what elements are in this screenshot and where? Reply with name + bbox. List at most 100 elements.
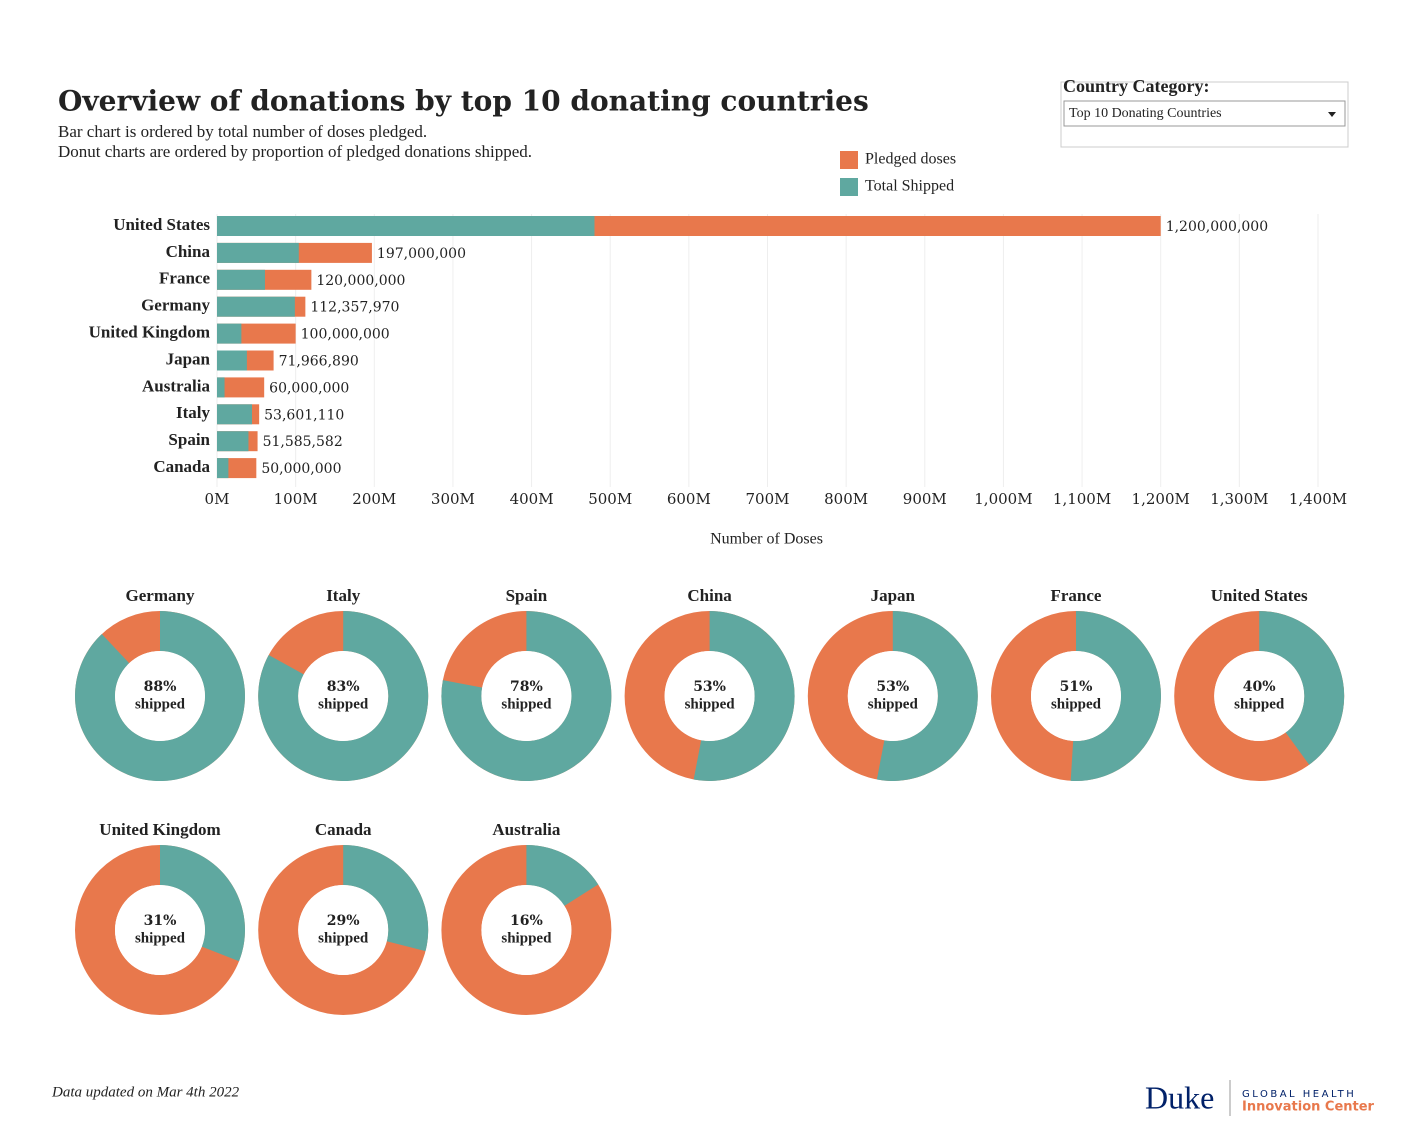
bar	[217, 323, 242, 344]
x-tick-label: 1,200M	[1132, 490, 1190, 508]
donut-title: Canada	[315, 820, 372, 839]
x-tick-label: 1,100M	[1053, 490, 1111, 508]
donut-title: Spain	[506, 586, 548, 605]
donut-arc	[160, 844, 246, 962]
y-tick-label: France	[159, 269, 210, 288]
legend-swatch	[840, 151, 858, 169]
x-tick-label: 600M	[667, 490, 711, 508]
donut-title: United Kingdom	[99, 820, 220, 839]
donut-caption: shipped	[1234, 696, 1285, 712]
logo: Duke	[1145, 1079, 1214, 1115]
x-tick-label: 700M	[746, 490, 790, 508]
donut-hole	[481, 651, 572, 741]
donut-caption: shipped	[135, 930, 186, 946]
subtitle: Bar chart is ordered by total number of …	[58, 122, 427, 141]
donut-hole	[1214, 651, 1305, 741]
dropdown-value[interactable]: Top 10 Donating Countries	[1069, 106, 1222, 121]
donut-arc	[343, 845, 429, 952]
donut-caption: shipped	[318, 930, 369, 946]
donut-caption: shipped	[318, 696, 369, 712]
x-tick-label: 1,400M	[1289, 490, 1347, 508]
x-tick-label: 300M	[431, 490, 475, 508]
x-tick-label: 0M	[205, 490, 230, 508]
logo-sub: Innovation Center	[1242, 1100, 1375, 1115]
data-label: 1,200,000,000	[1166, 219, 1268, 235]
donut-arc	[693, 611, 795, 782]
x-tick-label: 400M	[510, 490, 554, 508]
y-tick-label: Japan	[166, 349, 211, 368]
x-axis-title: Number of Doses	[710, 531, 823, 548]
bar	[217, 377, 265, 398]
subtitle: Donut charts are ordered by proportion o…	[58, 142, 532, 161]
bar	[217, 377, 225, 398]
data-label: 120,000,000	[316, 273, 405, 289]
y-tick-label: Spain	[168, 430, 210, 449]
footer-note: Data updated on Mar 4th 2022	[51, 1084, 240, 1100]
title: Overview of donations by top 10 donating…	[58, 85, 869, 118]
y-tick-label: United States	[113, 215, 210, 234]
donut-title: Germany	[126, 586, 195, 605]
donut-value: 51%	[1060, 679, 1093, 695]
donut-caption: shipped	[1051, 696, 1102, 712]
donut-caption: shipped	[135, 696, 186, 712]
donut-title: Italy	[326, 586, 361, 605]
donut-caption: shipped	[501, 696, 552, 712]
bar	[217, 296, 295, 317]
donut-title: United States	[1211, 586, 1308, 605]
bar	[217, 350, 247, 371]
donut-hole	[298, 885, 389, 975]
x-tick-label: 800M	[824, 490, 868, 508]
donut-value: 29%	[327, 913, 360, 929]
x-tick-label: 1,300M	[1210, 490, 1268, 508]
dropdown-arrow[interactable]	[1328, 112, 1336, 117]
bar	[217, 404, 252, 425]
bar	[217, 458, 229, 479]
donut-hole	[298, 651, 389, 741]
data-label: 197,000,000	[377, 246, 466, 262]
donut-hole	[115, 885, 205, 975]
donut-caption: shipped	[685, 696, 736, 712]
x-tick-label: 100M	[274, 490, 318, 508]
donut-value: 31%	[144, 913, 177, 929]
y-tick-label: Australia	[142, 376, 211, 395]
donut-hole	[847, 651, 938, 741]
dropdown[interactable]	[1063, 100, 1346, 127]
data-label: 112,357,970	[310, 300, 399, 316]
donut-arc	[876, 611, 978, 782]
donut-hole	[664, 651, 755, 741]
donut-hole	[1031, 651, 1121, 741]
logo-sub: GLOBAL HEALTH	[1242, 1089, 1356, 1100]
bar	[217, 242, 299, 263]
donut-hole	[481, 885, 572, 975]
y-tick-label: Germany	[141, 296, 210, 315]
data-label: 100,000,000	[301, 327, 390, 343]
data-label: 71,966,890	[279, 354, 359, 370]
donut-title: Japan	[871, 586, 916, 605]
donut-title: France	[1051, 586, 1102, 605]
donut-title: Australia	[492, 820, 561, 839]
donut-arc	[75, 611, 245, 781]
x-tick-label: 500M	[588, 490, 632, 508]
bar	[217, 269, 265, 290]
donut-arc	[1070, 611, 1161, 781]
y-tick-label: China	[166, 242, 211, 261]
donut-value: 88%	[144, 679, 177, 695]
donut-hole	[115, 651, 205, 741]
data-label: 50,000,000	[261, 461, 341, 477]
y-tick-label: Canada	[153, 457, 210, 476]
legend-label: Pledged doses	[865, 151, 956, 168]
donut-caption: shipped	[501, 930, 552, 946]
filter-label: Country Category:	[1063, 76, 1209, 96]
y-tick-label: Italy	[176, 403, 211, 422]
donut-value: 16%	[510, 913, 543, 929]
donut-value: 83%	[327, 679, 360, 695]
bar	[217, 431, 249, 452]
legend-label: Total Shipped	[865, 178, 954, 195]
x-tick-label: 900M	[903, 490, 947, 508]
donut-arc	[526, 845, 599, 906]
x-tick-label: 200M	[352, 490, 396, 508]
donut-value: 53%	[693, 679, 726, 695]
data-label: 60,000,000	[269, 380, 349, 396]
